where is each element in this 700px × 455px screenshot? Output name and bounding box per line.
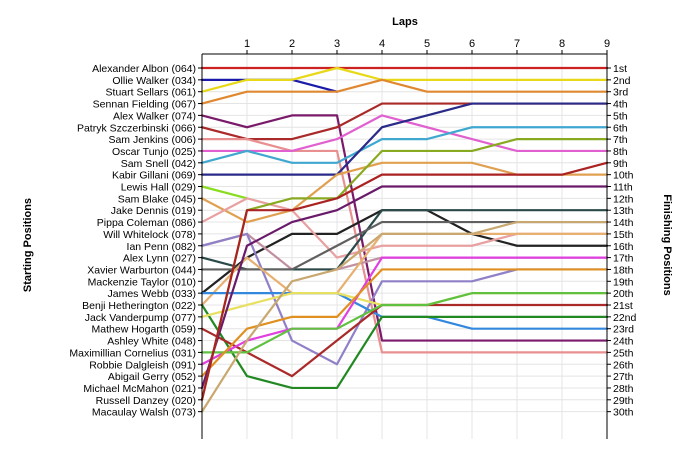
finishing-position-label: 9th [613,158,628,170]
x-tick-label: 5 [424,38,430,50]
finishing-position-label: 14th [613,217,634,229]
series-line [200,292,609,354]
x-axis-label: Laps [392,16,418,28]
series-line [200,256,609,366]
x-tick-label: 1 [244,38,250,50]
starting-position-label: Alex Walker (074) [113,110,196,122]
y-axis-label: Starting Positions [22,198,34,292]
finishing-position-label: 8th [613,146,628,158]
x-tick-label: 7 [514,38,520,50]
x-tick-label: 3 [334,38,340,50]
series-line [200,102,609,176]
finishing-position-label: 4th [613,99,628,111]
starting-position-label: Maximillian Cornelius (031) [69,347,196,359]
finishing-position-label: 2nd [613,75,631,87]
finishing-position-label: 21st [613,300,633,312]
finishing-position-label: 10th [613,170,634,182]
finishing-position-label: 1st [613,63,627,75]
starting-position-label: Sam Blake (045) [118,193,196,205]
finishing-position-label: 24th [613,336,634,348]
starting-position-label: Xavier Warburton (044) [87,264,196,276]
finishing-position-label: 26th [613,359,634,371]
x-tick-label: 4 [379,38,385,50]
series-line [200,268,609,378]
starting-position-label: Abigail Gerry (052) [108,371,196,383]
y2-axis-label: Finishing Positions [661,194,673,295]
starting-position-label: Alexander Albon (064) [92,63,196,75]
series-group [200,66,609,413]
finishing-position-label: 25th [613,347,634,359]
starting-position-label: Jack Vanderpump (077) [85,312,196,324]
starting-position-label: Stuart Sellars (061) [106,87,196,99]
finishing-position-label: 27th [613,371,634,383]
starting-position-label: Oscar Tunjo (025) [112,146,196,158]
starting-position-label: Benji Hetherington (022) [82,300,196,312]
axes: 1 2 3 4 5 6 7 8 9 Alexander Albon (064)Ollie Walk… [69,38,637,439]
finishing-position-label: 6th [613,122,628,134]
starting-position-label: Ashley White (048) [107,336,196,348]
starting-position-label: Alex Lynn (027) [123,253,196,265]
series-line [200,185,609,390]
x-tick-label: 8 [559,38,565,50]
finishing-position-label: 11th [613,182,633,194]
finishing-position-label: 23rd [613,324,634,336]
series-line [200,185,249,200]
starting-position-label: Sennan Fielding (067) [93,99,196,111]
finishing-position-label: 12th [613,193,634,205]
starting-position-label: Mackenzie Taylor (010) [88,276,196,288]
series-line [200,114,609,342]
series-line [200,303,609,390]
finishing-position-label: 3rd [613,87,628,99]
finishing-position-label: 20th [613,288,634,300]
x-tick-label: 9 [604,38,610,50]
finishing-position-label: 5th [613,110,628,122]
finishing-position-label: 7th [613,134,628,146]
starting-position-label: Robbie Dalgleish (091) [89,359,196,371]
finishing-position-label: 29th [613,395,634,407]
series-line [200,78,609,105]
starting-position-label: Lewis Hall (029) [121,182,196,194]
starting-position-label: Michael McMahon (021) [83,383,196,395]
series-line [200,138,609,401]
finishing-position-label: 30th [613,407,634,419]
starting-position-label: Jake Dennis (019) [111,205,196,217]
starting-position-label: James Webb (033) [107,288,196,300]
starting-position-label: Sam Snell (042) [121,158,196,170]
starting-position-label: Will Whitelock (078) [103,229,196,241]
starting-position-label: Kabir Gillani (069) [112,170,196,182]
series-line [200,66,609,93]
finishing-position-label: 19th [613,276,634,288]
series-line [200,138,609,354]
x-tick-label: 2 [289,38,295,50]
finishing-position-label: 16th [613,241,634,253]
finishing-position-label: 15th [613,229,634,241]
finishing-position-label: 28th [613,383,634,395]
finishing-position-label: 17th [613,253,634,265]
starting-position-label: Patryk Szczerbinski (066) [77,122,196,134]
finishing-position-label: 13th [613,205,634,217]
finishing-position-label: 18th [613,264,634,276]
starting-position-label: Macaulay Walsh (073) [92,407,196,419]
finishing-position-label: 22nd [613,312,637,324]
starting-position-label: Ian Penn (082) [127,241,196,253]
series-line [200,161,609,401]
series-line [200,126,609,164]
x-tick-label: 6 [469,38,475,50]
starting-position-label: Mathew Hogarth (059) [92,324,196,336]
starting-position-label: Ollie Walker (034) [112,75,196,87]
series-line [200,220,609,413]
starting-position-label: Russell Danzey (020) [96,395,196,407]
starting-position-label: Sam Jenkins (006) [108,134,196,146]
starting-position-label: Pippa Coleman (086) [97,217,196,229]
